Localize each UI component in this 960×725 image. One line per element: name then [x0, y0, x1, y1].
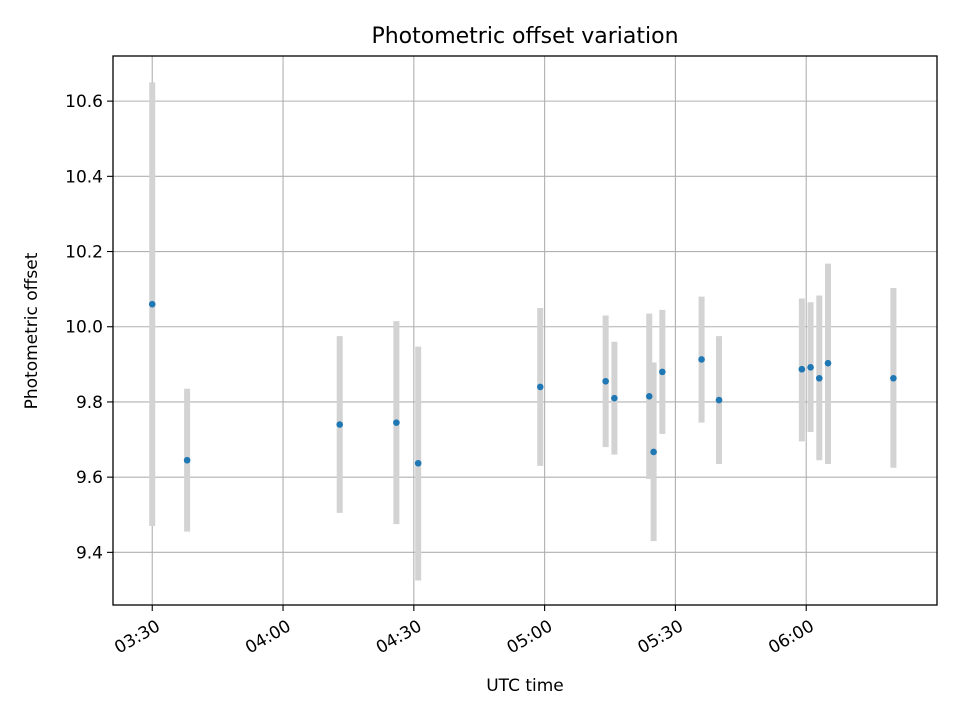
y-tick-label: 10.0 [65, 318, 103, 338]
data-point [336, 421, 344, 428]
y-tick-label: 9.6 [76, 468, 103, 488]
y-tick-label: 9.4 [76, 543, 103, 563]
data-point [659, 368, 666, 376]
y-tick-label: 10.6 [65, 92, 103, 112]
plot-frame [112, 55, 938, 606]
y-tick-label: 10.4 [65, 167, 103, 187]
y-axis-label: Photometric offset [22, 252, 42, 409]
data-point [536, 383, 544, 391]
x-axis-label: UTC time [486, 676, 564, 696]
data-point [824, 359, 832, 367]
chart-title: Photometric offset variation [371, 24, 678, 49]
data-points [148, 300, 897, 467]
data-point [815, 374, 823, 382]
data-point [650, 448, 657, 456]
data-point [798, 365, 806, 373]
data-point [715, 396, 723, 404]
data-point [602, 377, 609, 385]
data-point [393, 419, 400, 426]
data-point [890, 374, 897, 382]
y-axis-ticks: 9.4 9.6 9.8 10.0 10.2 10.4 10.6 [65, 92, 113, 563]
y-tick-label: 9.8 [76, 393, 103, 413]
data-point [807, 364, 814, 371]
data-point [645, 393, 653, 400]
data-point [148, 300, 156, 308]
data-point [698, 356, 705, 363]
data-point [183, 456, 191, 464]
y-tick-label: 10.2 [65, 243, 103, 263]
data-point [611, 394, 618, 402]
data-point [414, 459, 422, 467]
